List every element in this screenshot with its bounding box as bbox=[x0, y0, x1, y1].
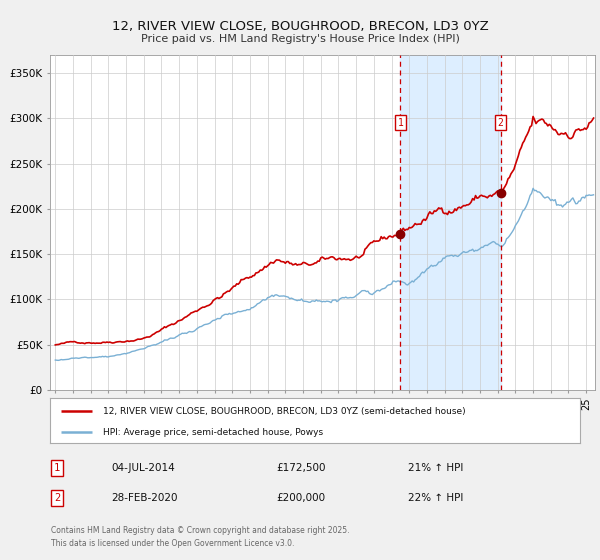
Bar bbox=[400, 55, 500, 390]
Text: 12, RIVER VIEW CLOSE, BOUGHROOD, BRECON, LD3 0YZ: 12, RIVER VIEW CLOSE, BOUGHROOD, BRECON,… bbox=[112, 20, 488, 32]
Text: HPI: Average price, semi-detached house, Powys: HPI: Average price, semi-detached house,… bbox=[103, 428, 323, 437]
Text: 2: 2 bbox=[498, 118, 503, 128]
Text: 1: 1 bbox=[397, 118, 403, 128]
Text: 1: 1 bbox=[54, 463, 60, 473]
Text: 12, RIVER VIEW CLOSE, BOUGHROOD, BRECON, LD3 0YZ (semi-detached house): 12, RIVER VIEW CLOSE, BOUGHROOD, BRECON,… bbox=[103, 407, 466, 416]
Text: £172,500: £172,500 bbox=[276, 463, 325, 473]
Text: 2: 2 bbox=[54, 493, 60, 503]
Text: 04-JUL-2014: 04-JUL-2014 bbox=[111, 463, 175, 473]
Text: £200,000: £200,000 bbox=[276, 493, 325, 503]
Text: Price paid vs. HM Land Registry's House Price Index (HPI): Price paid vs. HM Land Registry's House … bbox=[140, 34, 460, 44]
Text: 28-FEB-2020: 28-FEB-2020 bbox=[111, 493, 178, 503]
Text: Contains HM Land Registry data © Crown copyright and database right 2025.
This d: Contains HM Land Registry data © Crown c… bbox=[51, 526, 349, 548]
Text: 21% ↑ HPI: 21% ↑ HPI bbox=[408, 463, 463, 473]
Text: 22% ↑ HPI: 22% ↑ HPI bbox=[408, 493, 463, 503]
